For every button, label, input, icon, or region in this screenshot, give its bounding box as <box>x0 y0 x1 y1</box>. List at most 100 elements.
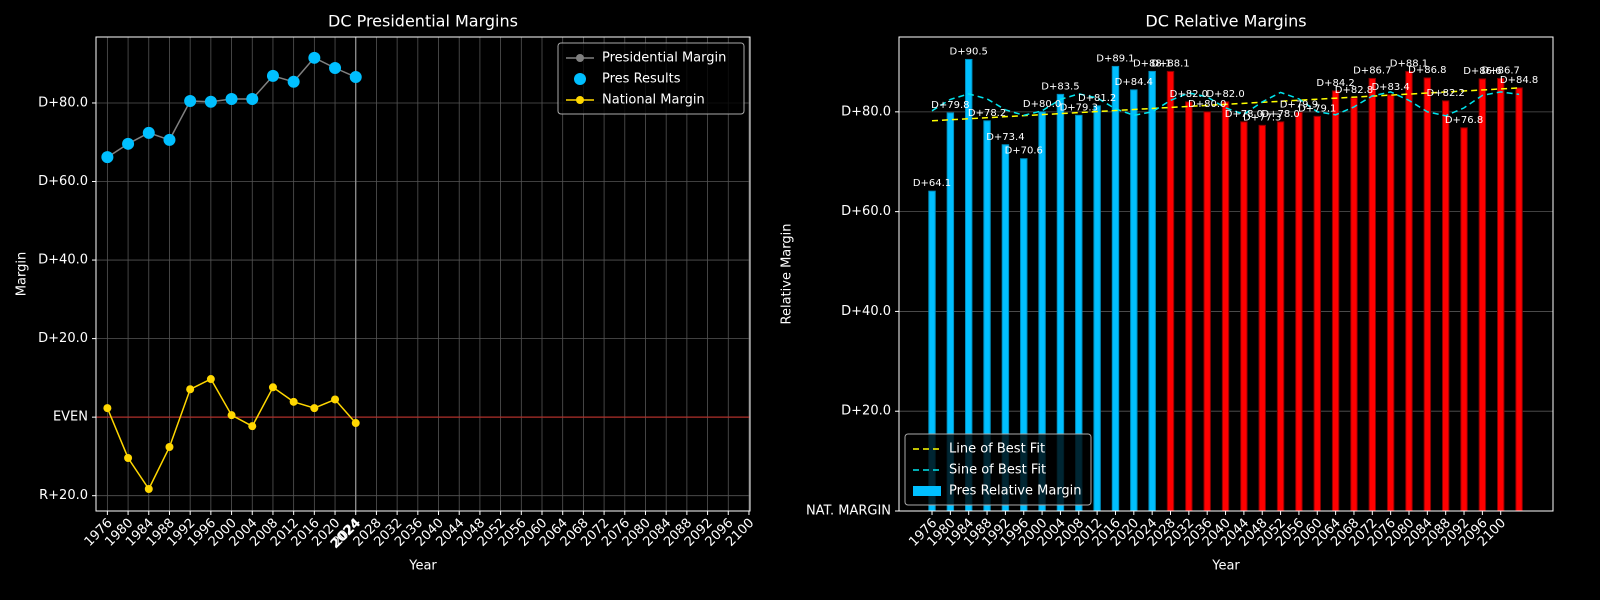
chart-title: DC Relative Margins <box>1145 12 1306 31</box>
bar <box>1497 77 1505 512</box>
y-tick-label: D+40.0 <box>38 253 88 268</box>
value-label: D+70.6 <box>1005 146 1043 157</box>
bar <box>1478 78 1487 512</box>
bar <box>1130 89 1138 512</box>
bar <box>1460 127 1468 512</box>
value-label: D+86.7 <box>1353 65 1391 76</box>
bar <box>1350 97 1358 512</box>
value-label: D+90.5 <box>950 46 988 57</box>
legend-box <box>904 433 1092 506</box>
y-tick-label: D+20.0 <box>841 404 891 419</box>
bar <box>1276 121 1285 512</box>
y-axis-label: Relative Margin <box>780 224 795 325</box>
chart-panel: NAT. MARGIND+20.0D+40.0D+60.0D+80.019761… <box>780 12 1554 574</box>
value-label: D+77.3 <box>1243 112 1281 123</box>
point <box>206 375 215 384</box>
legend-marker <box>574 73 586 85</box>
value-label: D+88.1 <box>1390 58 1428 69</box>
point <box>351 419 360 428</box>
point <box>101 151 114 164</box>
value-label: D+86.6 <box>1463 66 1501 77</box>
value-label: D+64.1 <box>913 178 951 189</box>
point <box>184 95 197 108</box>
legend-label: Presidential Margin <box>602 51 726 66</box>
value-label: D+88.1 <box>1151 58 1189 69</box>
value-label: D+78.0 <box>1225 109 1263 120</box>
value-label: D+82.2 <box>1427 88 1465 99</box>
value-label: D+78.0 <box>1261 109 1299 120</box>
point <box>165 442 174 451</box>
value-label: D+84.8 <box>1500 75 1538 86</box>
value-label: D+76.8 <box>1445 115 1483 126</box>
bar <box>1148 70 1156 512</box>
y-tick-label: R+20.0 <box>39 488 88 503</box>
value-label: D+80.0 <box>1188 99 1226 110</box>
legend-label: Sine of Best Fit <box>949 463 1046 478</box>
point <box>122 137 135 150</box>
point <box>163 133 176 146</box>
bar <box>1331 90 1340 512</box>
point <box>289 397 298 406</box>
value-label: D+86.7 <box>1482 65 1520 76</box>
point <box>329 62 342 75</box>
point <box>225 93 238 106</box>
legend-label: National Margin <box>602 93 705 108</box>
value-label: D+84.4 <box>1115 77 1153 88</box>
point <box>142 126 155 139</box>
value-label: D+81.2 <box>1078 93 1116 104</box>
bar <box>1423 77 1432 512</box>
point <box>186 385 195 394</box>
value-label: D+78.2 <box>968 108 1006 119</box>
legend-label: Pres Results <box>602 72 681 87</box>
point <box>204 95 217 108</box>
y-tick-label: D+80.0 <box>841 104 891 119</box>
bar <box>1111 65 1120 512</box>
value-label: D+79.9 <box>1280 99 1318 110</box>
bar <box>1368 77 1377 512</box>
plot-frame <box>95 36 751 512</box>
point <box>144 485 153 494</box>
point <box>310 404 319 413</box>
value-label: D+89.1 <box>1096 53 1134 64</box>
point <box>246 93 259 106</box>
y-tick-label: D+20.0 <box>38 331 88 346</box>
value-label: D+82.8 <box>1335 85 1373 96</box>
legend-label: Pres Relative Margin <box>949 484 1082 499</box>
point <box>248 422 257 431</box>
bar <box>1166 70 1175 512</box>
bar <box>1093 105 1101 512</box>
bar <box>1441 100 1450 512</box>
y-tick-label: D+80.0 <box>38 95 88 110</box>
point <box>349 71 362 84</box>
legend-marker <box>576 96 584 104</box>
y-tick-label: D+60.0 <box>841 204 891 219</box>
bar <box>1221 101 1230 512</box>
value-label: D+86.8 <box>1408 65 1446 76</box>
value-label: D+79.8 <box>931 100 969 111</box>
y-tick-label: D+40.0 <box>841 304 891 319</box>
bar <box>1386 94 1395 512</box>
point <box>331 395 340 404</box>
value-label: D+83.4 <box>1371 82 1409 93</box>
point <box>103 404 112 413</box>
value-label: D+83.5 <box>1041 81 1079 92</box>
chart-title: DC Presidential Margins <box>328 12 518 31</box>
series-line <box>931 87 1520 122</box>
bar <box>1185 101 1193 512</box>
y-axis-label: Margin <box>15 252 30 296</box>
value-label: D+79.1 <box>1298 103 1336 114</box>
x-axis-label: Year <box>408 559 437 574</box>
value-label: D+82.0 <box>1206 89 1244 100</box>
bar <box>1313 115 1321 512</box>
point <box>124 453 133 462</box>
point <box>308 51 321 64</box>
bar <box>1258 124 1266 512</box>
y-tick-label: D+60.0 <box>38 174 88 189</box>
point <box>266 69 279 82</box>
y-tick-label: NAT. MARGIN <box>806 504 891 519</box>
value-label: D+73.4 <box>986 132 1024 143</box>
bar <box>1515 87 1523 512</box>
bar <box>1240 121 1248 512</box>
chart-panel: R+20.0EVEND+20.0D+40.0D+60.0D+80.0197619… <box>15 12 758 574</box>
y-tick-label: EVEN <box>53 410 88 425</box>
